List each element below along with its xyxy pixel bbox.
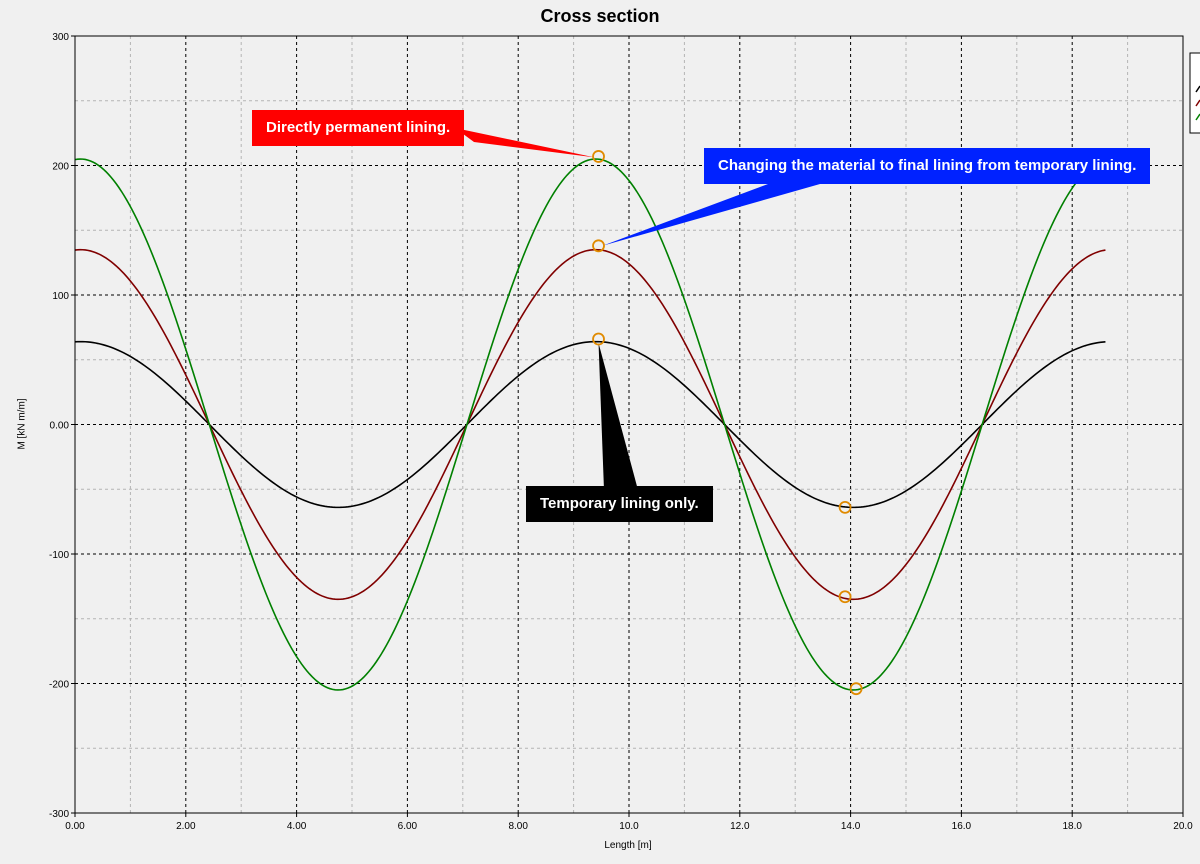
series-line-0 [74,340,1106,509]
legend-swatch-1 [1195,99,1200,107]
annotation-pointers [455,128,820,490]
annotation-permanent-lining: Directly permanent lining. [252,110,465,146]
x-tick-label: 16.0 [952,821,972,832]
annotation-material-change: Changing the material to final lining fr… [704,148,1151,184]
x-tick-label: 4.00 [287,821,307,832]
series-line-1 [74,248,1106,601]
annotation-pointer-2 [598,343,638,490]
marker-point-4 [838,590,852,604]
annotation-pointer-0 [455,128,595,158]
legend-swatch-2 [1195,113,1200,121]
legend [1189,52,1200,134]
chart-title: Cross section [540,6,660,26]
annotation-temporary-lining: Temporary lining only. [526,486,713,522]
y-tick-label: -100 [49,550,69,561]
series-line-2 [74,158,1106,691]
x-tick-label: 0.00 [65,821,85,832]
marker-point-1 [592,239,605,253]
y-tick-label: 0.00 [50,421,70,432]
x-tick-label: 14.0 [841,821,861,832]
x-tick-label: 18.0 [1062,821,1082,832]
series-group [74,158,1106,691]
legend-box [1189,52,1200,134]
legend-swatch-0 [1195,85,1200,93]
annotation-pointer-1 [602,172,820,246]
marker-point-3 [838,500,852,514]
y-tick-label: 200 [52,162,69,173]
x-tick-label: 10.0 [619,821,639,832]
x-tick-label: 2.00 [176,821,196,832]
x-axis-label: Length [m] [604,840,652,851]
marker-group [592,150,863,696]
y-axis-label: M [kN m/m] [16,398,28,450]
y-tick-label: -200 [49,680,69,691]
marker-point-2 [592,332,605,346]
marker-point-0 [592,150,605,163]
tick-labels: 0.00 2.00 4.00 6.00 8.00 10.0 12.0 14.0 16.0 18.0… [49,32,1193,832]
x-tick-label: 20.0 [1173,821,1193,832]
x-tick-label: 12.0 [730,821,750,832]
y-tick-label: 100 [52,291,69,302]
marker-point-5 [849,682,863,696]
x-tick-label: 8.00 [508,821,528,832]
y-tick-label: -300 [49,809,69,820]
y-tick-label: 300 [52,32,69,43]
x-tick-label: 6.00 [398,821,418,832]
